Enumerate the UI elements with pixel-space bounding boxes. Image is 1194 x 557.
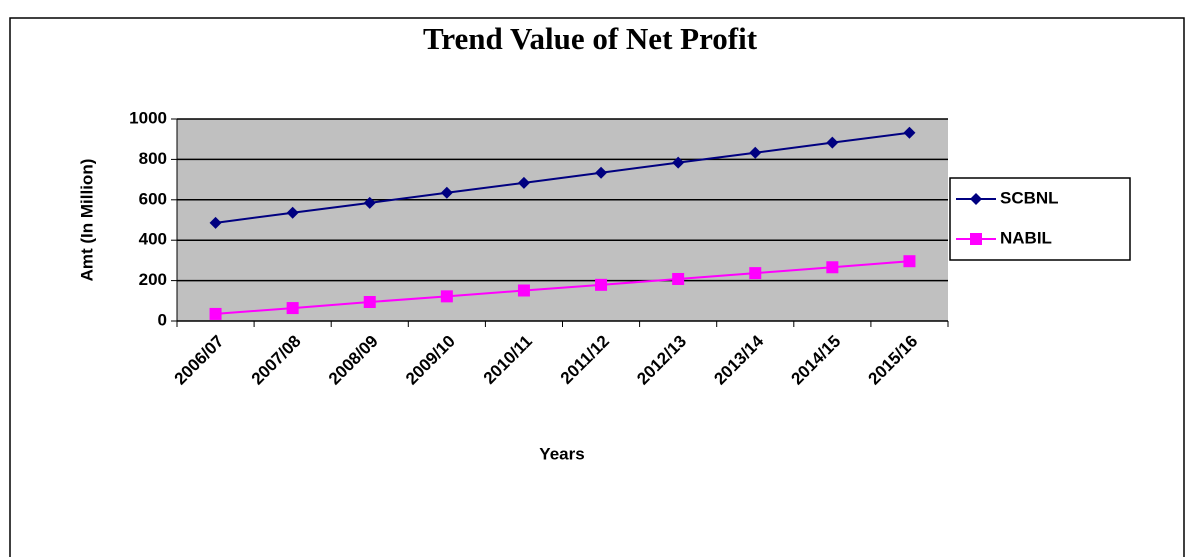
y-tick-label: 0 (158, 310, 167, 329)
data-point (363, 196, 376, 209)
data-point (595, 166, 608, 179)
y-tick-label: 1000 (129, 108, 167, 127)
data-point (286, 302, 299, 315)
data-point (826, 261, 839, 274)
data-point (363, 296, 376, 309)
data-point (749, 146, 762, 159)
y-tick-label: 600 (139, 189, 167, 208)
y-axis-title: Amt (In Million) (77, 159, 96, 282)
y-tick-label: 200 (139, 270, 167, 289)
data-point (595, 278, 608, 291)
data-point (749, 267, 762, 280)
legend-label: NABIL (1000, 228, 1052, 247)
plot-area (177, 119, 948, 321)
data-point (286, 206, 299, 219)
x-axis-title: Years (539, 444, 584, 463)
legend-box (949, 177, 1131, 261)
chart-title: Trend Value of Net Profit (423, 21, 758, 56)
data-point (517, 176, 530, 189)
data-point (903, 126, 916, 139)
data-point (209, 307, 222, 320)
data-point (672, 156, 685, 169)
data-point (440, 186, 453, 199)
data-point (826, 136, 839, 149)
y-tick-label: 800 (139, 149, 167, 168)
data-point (672, 272, 685, 285)
data-point (440, 290, 453, 303)
data-point (209, 216, 222, 229)
data-point (903, 255, 916, 268)
series-line (215, 131, 910, 224)
legend-marker (970, 193, 982, 205)
data-point (517, 284, 530, 297)
series-line (215, 260, 910, 315)
y-tick-label: 400 (139, 230, 167, 249)
legend-label: SCBNL (1000, 188, 1059, 207)
legend-marker (970, 233, 982, 245)
